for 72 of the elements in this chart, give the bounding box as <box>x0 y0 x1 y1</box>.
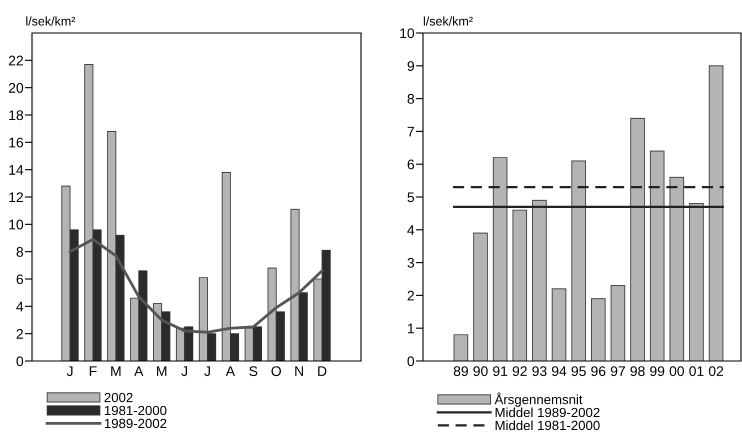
x-tick-label: F <box>90 366 97 376</box>
legend-label: Middel 1981-2000 <box>496 420 600 430</box>
bar <box>492 157 508 361</box>
y-tick-label: 4 <box>407 225 414 235</box>
y-tick-label: 2 <box>408 290 414 300</box>
bar <box>670 176 684 361</box>
x-tick-label: A <box>134 366 144 376</box>
y-tick-label: 5 <box>408 192 414 202</box>
x-tick-label: 92 <box>512 366 527 376</box>
x-tick-label: J <box>204 366 210 376</box>
x-tick-label: S <box>249 366 258 376</box>
x-tick-label: 97 <box>610 366 625 376</box>
x-tick-label: 93 <box>532 366 547 376</box>
y-axis-title: l/sek/km² <box>26 16 76 26</box>
x-tick-label: 89 <box>454 366 468 376</box>
x-tick-label: A <box>226 366 236 376</box>
x-tick-label: M <box>157 366 166 376</box>
bar <box>591 298 606 361</box>
bar <box>454 334 468 361</box>
y-tick-label: 14 <box>9 165 24 175</box>
legend-label: 1981-2000 <box>104 406 166 416</box>
bar <box>571 160 586 361</box>
x-tick-label: 95 <box>572 366 586 376</box>
y-tick-label: 8 <box>408 94 414 104</box>
y-tick-label: 4 <box>16 302 24 312</box>
y-tick-label: 12 <box>9 192 23 202</box>
bar <box>552 288 566 361</box>
legend-label: 1989-2002 <box>104 418 166 428</box>
x-tick-label: 02 <box>708 366 724 376</box>
x-tick-label: 00 <box>670 366 684 376</box>
x-tick-label: 01 <box>689 366 704 376</box>
x-tick-label: 96 <box>591 366 606 376</box>
y-tick-label: 22 <box>8 56 23 66</box>
x-tick-label: D <box>318 366 326 376</box>
y-tick-label: 3 <box>407 258 414 268</box>
x-tick-label: 90 <box>473 366 488 376</box>
legend-label: Middel 1989-2002 <box>496 407 600 418</box>
y-tick-label: 1 <box>408 324 414 334</box>
bar <box>610 285 626 361</box>
y-tick-label: 8 <box>16 247 24 257</box>
y-tick-label: 6 <box>408 160 414 170</box>
bar <box>473 232 488 361</box>
bar <box>532 200 547 361</box>
y-tick-label: 6 <box>16 274 24 284</box>
y-tick-label: 18 <box>9 110 24 120</box>
x-tick-label: 94 <box>552 366 566 376</box>
bar <box>689 203 704 361</box>
y-tick-label: 7 <box>408 126 414 136</box>
y-tick-label: 10 <box>9 220 24 230</box>
y-tick-label: 0 <box>16 356 24 366</box>
x-tick-label: 91 <box>493 366 508 376</box>
legend-label: 2002 <box>104 392 133 402</box>
y-tick-label: 10 <box>400 28 414 38</box>
line-series <box>68 238 324 334</box>
bar <box>512 210 528 361</box>
y-tick-label: 9 <box>408 61 414 71</box>
x-tick-label: J <box>181 366 188 376</box>
x-tick-label: N <box>295 366 304 376</box>
y-tick-label: 16 <box>9 138 24 148</box>
x-tick-label: 98 <box>630 366 645 376</box>
bar <box>708 65 724 361</box>
legend-label: Årsgennemsnit <box>494 392 582 407</box>
x-tick-label: J <box>66 366 72 376</box>
x-tick-label: O <box>271 366 281 376</box>
bar <box>630 118 645 361</box>
y-tick-label: 20 <box>8 83 24 93</box>
bar <box>650 150 664 361</box>
x-tick-label: M <box>111 366 120 376</box>
x-tick-label: 99 <box>650 366 664 376</box>
y-tick-label: 2 <box>16 329 23 339</box>
y-tick-label: 0 <box>407 356 414 366</box>
y-axis-title: l/sek/km² <box>424 16 473 26</box>
